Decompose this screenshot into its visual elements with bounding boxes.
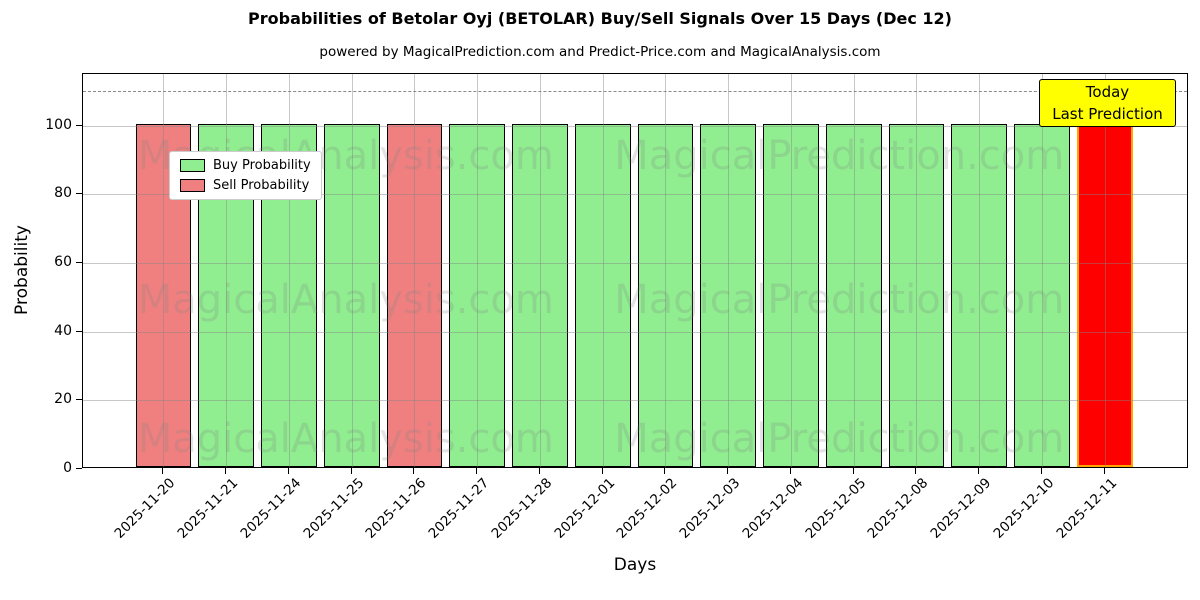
legend-label: Sell Probability bbox=[213, 178, 310, 193]
x-tick bbox=[664, 468, 666, 474]
v-gridline bbox=[916, 74, 918, 467]
v-gridline bbox=[288, 74, 290, 467]
buy-bar-2025-12-03 bbox=[700, 123, 756, 467]
v-gridline bbox=[602, 74, 604, 467]
y-tick-label: 0 bbox=[63, 460, 72, 476]
h-gridline-60 bbox=[83, 262, 1187, 264]
chart-title: Probabilities of Betolar Oyj (BETOLAR) B… bbox=[248, 9, 952, 28]
x-tick bbox=[1103, 468, 1105, 474]
x-axis-label: Days bbox=[613, 555, 657, 575]
v-gridline bbox=[477, 74, 479, 467]
y-tick-label: 100 bbox=[45, 116, 72, 133]
buy-bar-2025-12-02 bbox=[637, 123, 694, 467]
legend-item: Sell Probability bbox=[180, 178, 311, 193]
h-gridline-100 bbox=[83, 125, 1187, 127]
x-tick bbox=[287, 468, 289, 474]
v-gridline bbox=[665, 74, 667, 467]
v-gridline bbox=[539, 74, 541, 467]
y-tick bbox=[76, 193, 82, 195]
y-tick-label: 20 bbox=[54, 391, 72, 408]
buy-bar-2025-12-08 bbox=[888, 123, 945, 467]
v-gridline bbox=[351, 74, 353, 467]
v-gridline bbox=[979, 74, 981, 467]
v-gridline bbox=[1104, 74, 1106, 467]
legend-swatch-icon bbox=[180, 179, 205, 192]
v-gridline bbox=[226, 74, 228, 467]
legend-item: Buy Probability bbox=[180, 158, 311, 173]
x-tick bbox=[727, 468, 729, 474]
legend-label: Buy Probability bbox=[213, 158, 311, 173]
buy-bar-2025-11-28 bbox=[512, 123, 568, 467]
x-tick bbox=[1040, 468, 1042, 474]
buy-bar-2025-12-09 bbox=[951, 123, 1007, 467]
x-tick bbox=[225, 468, 227, 474]
y-tick bbox=[76, 330, 82, 332]
dashed-reference-line bbox=[83, 91, 1187, 93]
y-tick bbox=[76, 468, 82, 469]
x-tick bbox=[601, 468, 603, 474]
x-tick bbox=[915, 468, 917, 474]
buy-bar-2025-11-27 bbox=[449, 123, 505, 467]
legend-swatch-icon bbox=[180, 159, 205, 172]
y-tick-label: 80 bbox=[54, 185, 72, 202]
v-gridline bbox=[790, 74, 792, 467]
today-annotation-line1: Today bbox=[1085, 82, 1130, 101]
x-tick-label: 2025-11-20 bbox=[111, 475, 179, 542]
buy-bar-2025-12-10 bbox=[1014, 123, 1070, 467]
today-bar-2025-12-11 bbox=[1076, 123, 1133, 467]
x-tick bbox=[476, 468, 478, 474]
v-gridline bbox=[853, 74, 855, 467]
x-tick bbox=[852, 468, 854, 474]
x-tick bbox=[538, 468, 540, 474]
h-gridline-20 bbox=[83, 400, 1187, 402]
today-annotation: Today Last Prediction bbox=[1039, 79, 1176, 127]
x-tick bbox=[350, 468, 352, 474]
y-tick-label: 40 bbox=[54, 322, 72, 339]
x-tick bbox=[162, 468, 164, 474]
today-annotation-line2: Last Prediction bbox=[1052, 105, 1163, 123]
y-tick bbox=[76, 399, 82, 401]
y-tick-label: 60 bbox=[54, 253, 72, 270]
y-tick bbox=[76, 261, 82, 263]
v-gridline bbox=[414, 74, 416, 467]
plot-area: MagicalAnalysis.com MagicalPrediction.com… bbox=[82, 73, 1188, 468]
y-axis-label: Probability bbox=[12, 225, 32, 315]
x-tick bbox=[978, 468, 980, 474]
v-gridline bbox=[1041, 74, 1043, 467]
v-gridline bbox=[728, 74, 730, 467]
v-gridline bbox=[163, 74, 165, 467]
legend: Buy Probability Sell Probability bbox=[169, 151, 322, 200]
buy-bar-2025-12-01 bbox=[574, 123, 631, 467]
y-tick bbox=[76, 124, 82, 126]
x-tick bbox=[413, 468, 415, 474]
buy-bar-2025-12-04 bbox=[763, 123, 819, 467]
buy-bar-2025-12-05 bbox=[825, 123, 882, 467]
h-gridline-40 bbox=[83, 331, 1187, 333]
sell-bar-2025-11-26 bbox=[386, 123, 443, 467]
buy-bar-2025-11-25 bbox=[323, 123, 380, 467]
chart-subtitle: powered by MagicalPrediction.com and Pre… bbox=[319, 44, 881, 60]
x-tick bbox=[789, 468, 791, 474]
h-gridline-80 bbox=[83, 194, 1187, 196]
